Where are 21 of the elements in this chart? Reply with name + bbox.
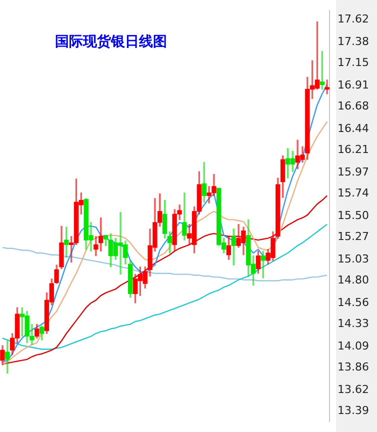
y-tick-label: 13.62: [338, 382, 370, 396]
y-tick-label: 14.80: [338, 274, 370, 287]
y-tick-label: 17.62: [338, 12, 370, 26]
y-tick-label: 14.56: [338, 296, 370, 309]
y-tick-label: 16.44: [338, 122, 370, 135]
y-tick-label: 15.03: [338, 252, 370, 266]
y-tick-label: 16.91: [338, 78, 370, 92]
y-tick-label: 17.15: [338, 56, 370, 70]
y-tick-label: 15.97: [338, 165, 370, 178]
text: 国际现货银日线图: [55, 34, 167, 50]
y-tick-label: 16.21: [338, 143, 370, 156]
y-tick-label: 15.50: [338, 208, 370, 222]
candlestick: [324, 80, 330, 94]
y-tick-label: 14.09: [338, 339, 370, 352]
y-tick-label: 13.39: [338, 404, 370, 418]
y-tick-label: 14.33: [338, 317, 370, 330]
y-tick-label: 15.74: [338, 186, 370, 200]
y-tick-label: 16.68: [338, 100, 370, 113]
y-tick-label: 13.86: [338, 360, 370, 374]
y-tick-label: 17.38: [338, 34, 370, 48]
y-tick-label: 15.27: [338, 230, 370, 244]
